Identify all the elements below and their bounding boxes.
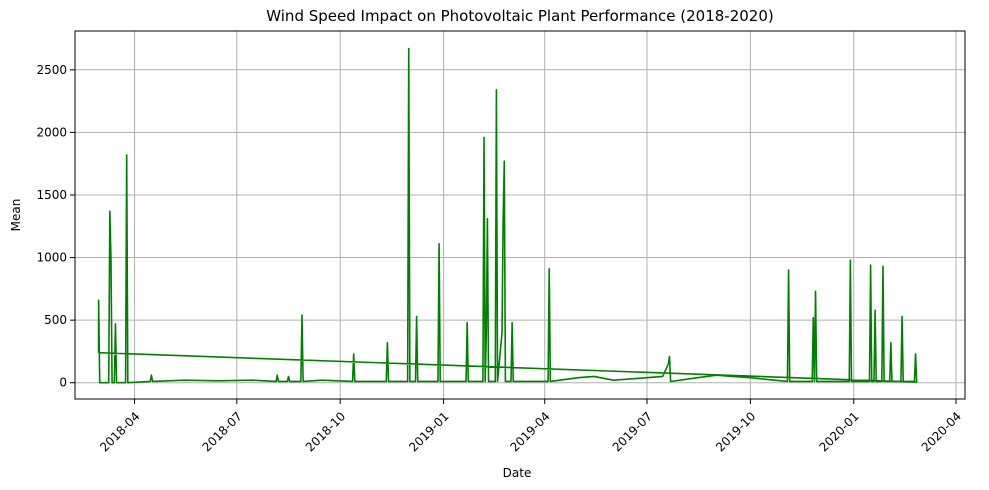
y-axis-label: Mean: [9, 199, 23, 232]
y-axis-ticks: 0 500 1000 1500 2000 2500: [36, 63, 75, 390]
series-group: [97, 47, 918, 384]
y-tick-label: 0: [59, 376, 67, 390]
chart-title: Wind Speed Impact on Photovoltaic Plant …: [266, 7, 773, 25]
y-tick-label: 2500: [36, 63, 67, 77]
y-tick-label: 1500: [36, 188, 67, 202]
plot-area-frame: [74, 30, 966, 400]
series-line: [97, 47, 918, 384]
x-axis-label: Date: [503, 466, 532, 480]
y-tick-label: 2000: [36, 125, 67, 139]
y-tick-label: 1000: [36, 251, 67, 265]
y-tick-label: 500: [44, 313, 67, 327]
grid: [75, 31, 965, 399]
